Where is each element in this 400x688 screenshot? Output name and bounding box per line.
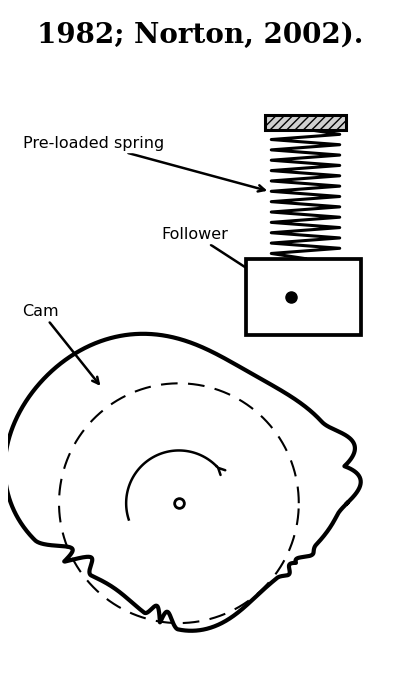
Text: Pre-loaded spring: Pre-loaded spring xyxy=(22,136,265,191)
Text: 1982; Norton, 2002).: 1982; Norton, 2002). xyxy=(37,22,363,49)
Bar xyxy=(246,259,361,335)
Bar xyxy=(265,115,346,130)
Text: Cam: Cam xyxy=(22,304,99,384)
Text: Follower: Follower xyxy=(162,227,286,294)
